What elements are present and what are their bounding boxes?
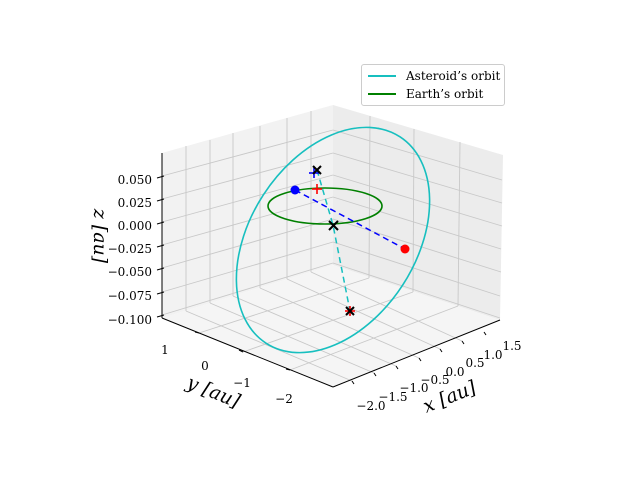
- svg-text:1.5: 1.5: [502, 339, 521, 353]
- z-axis-label: z [au]: [89, 208, 111, 264]
- x-axis-line: [332, 319, 501, 388]
- gridlines: [161, 111, 503, 382]
- left-pane: [162, 105, 333, 318]
- earth-asteroid-connector: [294, 189, 406, 250]
- floor-pane: [162, 265, 500, 387]
- asteroid-swatch-icon: [368, 75, 396, 77]
- legend-item-earth: Earth’s orbit: [368, 86, 483, 102]
- svg-text:−0.050: −0.050: [108, 265, 152, 279]
- svg-text:1.0: 1.0: [483, 348, 502, 362]
- svg-text:−0.100: −0.100: [108, 313, 152, 327]
- svg-text:0.025: 0.025: [118, 196, 152, 210]
- node-line: [316, 169, 351, 312]
- earth-swatch-icon: [368, 93, 396, 95]
- svg-text:0.000: 0.000: [118, 219, 152, 233]
- right-pane: [333, 105, 503, 320]
- svg-text:−2.0: −2.0: [356, 399, 385, 413]
- y-axis-line: [161, 317, 334, 388]
- svg-text:0.5: 0.5: [465, 356, 484, 370]
- svg-text:−1.0: −1.0: [399, 381, 428, 395]
- svg-text:−0.5: −0.5: [420, 373, 449, 387]
- panes: [162, 105, 503, 387]
- svg-text:1: 1: [161, 343, 169, 357]
- earth-orbit: [267, 187, 383, 225]
- svg-text:0.050: 0.050: [118, 173, 152, 187]
- asteroid-orbit: [235, 126, 431, 354]
- asteroid-projection-marker: [312, 184, 322, 194]
- x-tick-labels: −2.0 −1.5 −1.0 −0.5 0.0 0.5 1.0 1.5: [356, 339, 521, 413]
- z-tick-labels: 0.050 0.025 0.000 −0.025 −0.050 −0.075 −…: [108, 173, 152, 327]
- axis-lines: [161, 153, 501, 388]
- earth-position-marker: [290, 185, 300, 195]
- node-upper-x-marker: [312, 165, 322, 175]
- markers: [290, 165, 410, 316]
- svg-text:−0.025: −0.025: [108, 242, 152, 256]
- legend-label: Asteroid’s orbit: [406, 69, 501, 83]
- asteroid-position-marker: [400, 244, 410, 254]
- y-tick-labels: 1 0 −1 −2: [161, 343, 293, 406]
- svg-text:0.0: 0.0: [445, 365, 464, 379]
- sun-x-marker: [328, 220, 339, 231]
- svg-text:−2: −2: [275, 392, 293, 406]
- legend: Asteroid’s orbit Earth’s orbit: [361, 64, 505, 106]
- node-lower-x-marker: [345, 306, 355, 316]
- svg-text:−1: −1: [233, 376, 251, 390]
- svg-text:0: 0: [201, 359, 209, 373]
- legend-label: Earth’s orbit: [406, 87, 484, 101]
- svg-text:−0.075: −0.075: [108, 289, 152, 303]
- legend-item-asteroid: Asteroid’s orbit: [368, 68, 500, 84]
- svg-text:−1.5: −1.5: [378, 390, 407, 404]
- tick-marks: [156, 175, 487, 385]
